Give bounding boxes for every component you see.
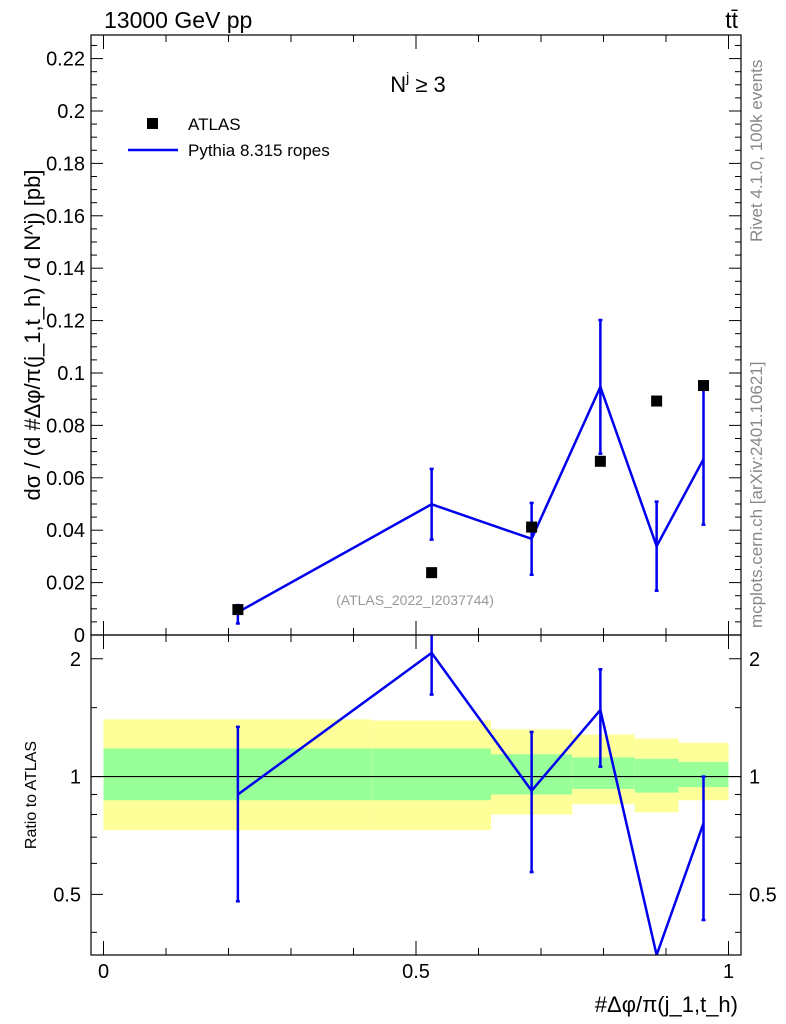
analysis-watermark: (ATLAS_2022_I2037744) <box>336 592 494 608</box>
atlas-data-point <box>594 455 606 467</box>
legend: ATLAS Pythia 8.315 ropes <box>128 115 330 160</box>
ratio-y-tick-label-right: 2 <box>749 649 760 671</box>
title-superscript: j <box>405 69 409 85</box>
title-part: N <box>390 72 406 97</box>
legend-atlas-label: ATLAS <box>188 115 241 134</box>
y-tick-label: 0.04 <box>46 520 85 542</box>
y-tick-label: 0.02 <box>46 573 85 595</box>
process-label: tt̄ <box>725 7 738 33</box>
legend-atlas-marker <box>147 118 158 129</box>
legend-pythia-label: Pythia 8.315 ropes <box>188 141 330 160</box>
ratio-panel: 0.5 0.5 1 1 2 2 0 0.5 1 Ratio to ATLAS #Δφ/π(j_1… <box>23 634 777 1017</box>
x-tick-label: 0 <box>98 961 109 983</box>
y-tick-label: 0 <box>74 625 85 647</box>
ratio-y-tick-label-right: 0.5 <box>749 884 777 906</box>
main-data-layer <box>232 318 709 625</box>
y-tick-label: 0.18 <box>46 153 85 175</box>
ratio-y-tick-label: 2 <box>70 649 81 671</box>
ratio-uncertainty-bands <box>91 719 741 831</box>
ratio-y-tick-label: 1 <box>70 767 81 789</box>
mcplots-source-label: mcplots.cern.ch [arXiv:2401.10621] <box>747 362 766 628</box>
main-y-axis-label: dσ / (d #Δφ/π(j_1,t_h) / d N^j) [pb] <box>20 170 45 501</box>
atlas-data-point <box>232 604 244 616</box>
ratio-data-layer <box>235 635 706 955</box>
y-tick-label: 0.08 <box>46 415 85 437</box>
pythia-line <box>237 383 705 614</box>
x-tick-label: 0.5 <box>402 961 430 983</box>
energy-label: 13000 GeV pp <box>104 7 252 33</box>
atlas-data-point <box>698 380 709 392</box>
atlas-data-point <box>651 395 663 407</box>
ratio-series <box>235 635 706 955</box>
y-tick-label: 0.2 <box>57 101 85 123</box>
y-tick-label: 0.06 <box>46 468 85 490</box>
y-tick-label: 0.14 <box>46 258 85 280</box>
panel-title: Nj ≥ 3 <box>390 69 446 97</box>
atlas-data-point <box>526 521 538 533</box>
ratio-band-green <box>634 758 679 793</box>
ratio-y-tick-label-right: 1 <box>749 767 760 789</box>
rivet-version-label: Rivet 4.1.0, 100k events <box>747 60 766 242</box>
ratio-band-green <box>372 748 491 801</box>
ratio-axes: 0.5 0.5 1 1 2 2 0 0.5 1 <box>53 634 777 983</box>
atlas-data-point <box>426 567 438 579</box>
y-tick-label: 0.16 <box>46 206 85 228</box>
ratio-pythia-line <box>237 651 705 955</box>
y-tick-label: 0.12 <box>46 311 85 333</box>
x-axis-label: #Δφ/π(j_1,t_h) <box>595 992 738 1017</box>
title-part: ≥ 3 <box>409 72 446 97</box>
main-panel: (ATLAS_2022_I2037744) 00.020.040.060.080… <box>20 34 742 647</box>
main-axes: 0 0.02 0.04 0.06 0.08 0.1 0.12 0.14 0.16 0.18 0.2 0… <box>46 34 742 647</box>
ratio-y-axis-label: Ratio to ATLAS <box>23 741 40 849</box>
y-tick-label: 0.1 <box>57 363 85 385</box>
ratio-band-green <box>572 757 635 789</box>
y-tick-label: 0.22 <box>46 49 85 71</box>
x-tick-label: 1 <box>723 961 734 983</box>
ratio-y-tick-label: 0.5 <box>53 884 81 906</box>
